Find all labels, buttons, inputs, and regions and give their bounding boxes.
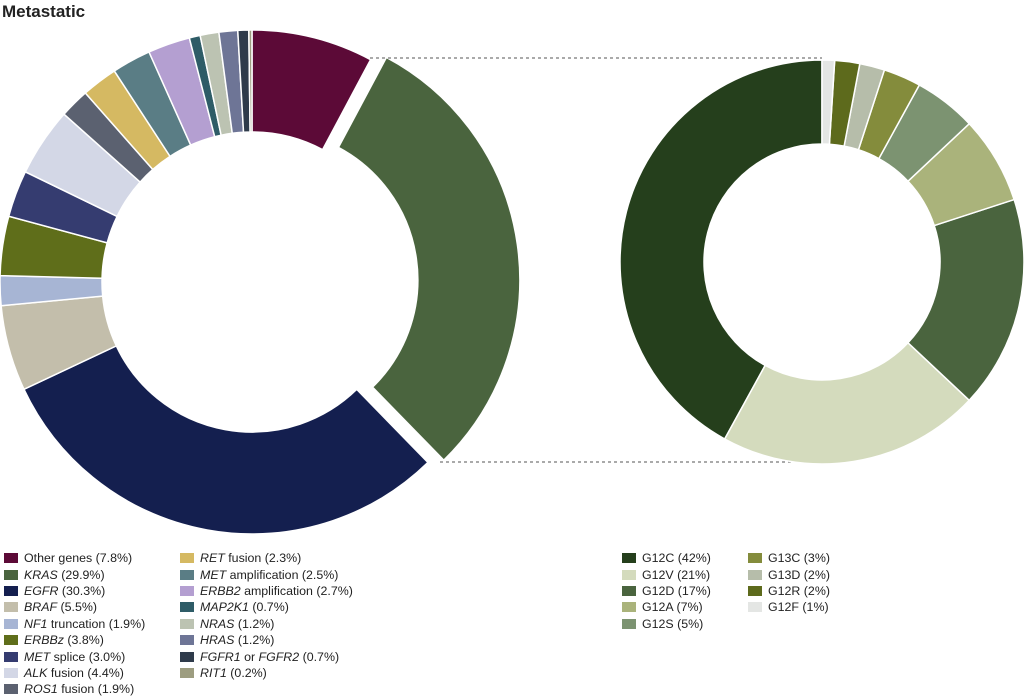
legend-swatch — [4, 684, 18, 695]
kras-legend-item-g12s: G12S (5%) — [622, 616, 711, 632]
legend-label: NF1 truncation (1.9%) — [24, 616, 146, 631]
legend-swatch — [180, 602, 194, 613]
legend-label: ERBB2 amplification (2.7%) — [200, 583, 353, 598]
legend-label: G12F (1%) — [768, 600, 829, 615]
legend-label: MET splice (3.0%) — [24, 649, 126, 664]
metastatic-legend-item-rit1: RIT1 (0.2%) — [180, 665, 353, 681]
legend-label: RIT1 (0.2%) — [200, 665, 267, 680]
legend-swatch — [180, 569, 194, 580]
legend-label: G12C (42%) — [642, 551, 711, 566]
chart-title: Metastatic — [2, 2, 86, 21]
legend-swatch — [4, 635, 18, 646]
left-donut — [0, 29, 521, 535]
legend-swatch — [4, 569, 18, 580]
legend-swatch — [4, 651, 18, 662]
legend-swatch — [180, 585, 194, 596]
connector-lines — [370, 57, 822, 463]
legend-swatch — [180, 651, 194, 662]
legend-swatch — [622, 585, 636, 596]
legend-label: BRAF (5.5%) — [24, 600, 97, 615]
kras-legend-item-g12r: G12R (2%) — [748, 583, 830, 599]
legend-swatch — [4, 602, 18, 613]
metastatic-legend-item-kras: KRAS (29.9%) — [4, 566, 145, 582]
legend-swatch — [180, 618, 194, 629]
legend-label: MAP2K1 (0.7%) — [200, 600, 289, 615]
metastatic-legend-item-erbbz: ERBBz (3.8%) — [4, 632, 145, 648]
legend-left-column-1: Other genes (7.8%) KRAS (29.9%) EGFR (30.3… — [4, 550, 145, 698]
kras-slice-g12f — [821, 59, 836, 146]
legend-swatch — [4, 618, 18, 629]
legend-swatch — [4, 585, 18, 596]
metastatic-legend-item-nras: NRAS (1.2%) — [180, 616, 353, 632]
kras-legend-item-g12c: G12C (42%) — [622, 550, 711, 566]
legend-label: FGFR1 or FGFR2 (0.7%) — [200, 649, 340, 664]
metastatic-legend-item-met-amplification: MET amplification (2.5%) — [180, 566, 353, 582]
legend-label: G12D (17%) — [642, 583, 711, 598]
kras-slice-g13d — [843, 62, 886, 151]
legend-swatch — [748, 569, 762, 580]
legend-label: G13C (3%) — [768, 551, 830, 566]
chart-canvas — [0, 29, 1024, 535]
legend-label: G12V (21%) — [642, 567, 711, 582]
legend-label: G13D (2%) — [768, 567, 830, 582]
metastatic-legend-item-nf1-truncation: NF1 truncation (1.9%) — [4, 616, 145, 632]
legend-label: G12S (5%) — [642, 616, 704, 631]
metastatic-legend-item-ret-fusion: RET fusion (2.3%) — [180, 550, 353, 566]
legend-label: RET fusion (2.3%) — [200, 551, 302, 566]
legend-swatch — [622, 602, 636, 613]
legend-swatch — [4, 553, 18, 564]
legend-label: ERBBz (3.8%) — [24, 633, 104, 648]
legend-label: G12A (7%) — [642, 600, 703, 615]
metastatic-slice-rit1 — [248, 29, 253, 133]
kras-legend-item-g12a: G12A (7%) — [622, 599, 711, 615]
metastatic-legend-item-map2k1: MAP2K1 (0.7%) — [180, 599, 353, 615]
legend-label: HRAS (1.2%) — [200, 633, 275, 648]
kras-slice-g12c — [619, 59, 823, 441]
kras-legend-item-g12d: G12D (17%) — [622, 583, 711, 599]
legend-label: KRAS (29.9%) — [24, 567, 105, 582]
kras-slice-g12s — [877, 83, 971, 183]
legend-label: G12R (2%) — [768, 583, 830, 598]
legend-swatch — [4, 667, 18, 678]
legend-swatch — [748, 585, 762, 596]
metastatic-legend-item-alk-fusion: ALK fusion (4.4%) — [4, 665, 145, 681]
kras-legend-item-g12f: G12F (1%) — [748, 599, 830, 615]
metastatic-slice-kras — [337, 56, 521, 462]
legend-swatch — [748, 553, 762, 564]
metastatic-legend-item-egfr: EGFR (30.3%) — [4, 583, 145, 599]
legend-swatch — [180, 553, 194, 564]
metastatic-slice-egfr — [22, 344, 429, 535]
legend-right-column-2: G13C (3%) G13D (2%) G12R (2%) G12F (1%) — [748, 550, 830, 616]
legend-left-column-2: RET fusion (2.3%) MET amplification (2.5%… — [180, 550, 353, 681]
kras-slice-g12a — [906, 122, 1016, 227]
legend-label: EGFR (30.3%) — [24, 583, 106, 598]
legend-swatch — [748, 602, 762, 613]
kras-legend-item-g12v: G12V (21%) — [622, 566, 711, 582]
kras-slice-g13c — [857, 68, 921, 160]
legend-label: NRAS (1.2%) — [200, 616, 275, 631]
legend-label: Other genes (7.8%) — [24, 551, 133, 566]
legend-swatch — [622, 569, 636, 580]
legend-label: MET amplification (2.5%) — [200, 567, 339, 582]
metastatic-legend-item-hras: HRAS (1.2%) — [180, 632, 353, 648]
legend-right-column-1: G12C (42%) G12V (21%) G12D (17%) G12A (7%) G… — [622, 550, 711, 632]
metastatic-slice-other-genes — [251, 29, 372, 151]
metastatic-legend-item-other-genes: Other genes (7.8%) — [4, 550, 145, 566]
kras-slice-g12r — [828, 59, 861, 147]
legend-label: ROS1 fusion (1.9%) — [24, 682, 135, 697]
metastatic-legend-item-erbb2-amplification: ERBB2 amplification (2.7%) — [180, 583, 353, 599]
metastatic-legend-item-fgfr1-or-fgfr2: FGFR1 or FGFR2 (0.7%) — [180, 648, 353, 664]
legend-swatch — [622, 553, 636, 564]
legend-swatch — [180, 635, 194, 646]
legend-swatch — [622, 618, 636, 629]
kras-legend-item-g13d: G13D (2%) — [748, 566, 830, 582]
kras-slice-g12v — [723, 341, 971, 465]
metastatic-legend-item-ros1-fusion: ROS1 fusion (1.9%) — [4, 681, 145, 697]
legend-label: ALK fusion (4.4%) — [24, 665, 124, 680]
metastatic-legend-item-braf: BRAF (5.5%) — [4, 599, 145, 615]
kras-legend-item-g13c: G13C (3%) — [748, 550, 830, 566]
right-donut — [619, 59, 1024, 465]
legend-swatch — [180, 667, 194, 678]
metastatic-legend-item-met-splice: MET splice (3.0%) — [4, 648, 145, 664]
